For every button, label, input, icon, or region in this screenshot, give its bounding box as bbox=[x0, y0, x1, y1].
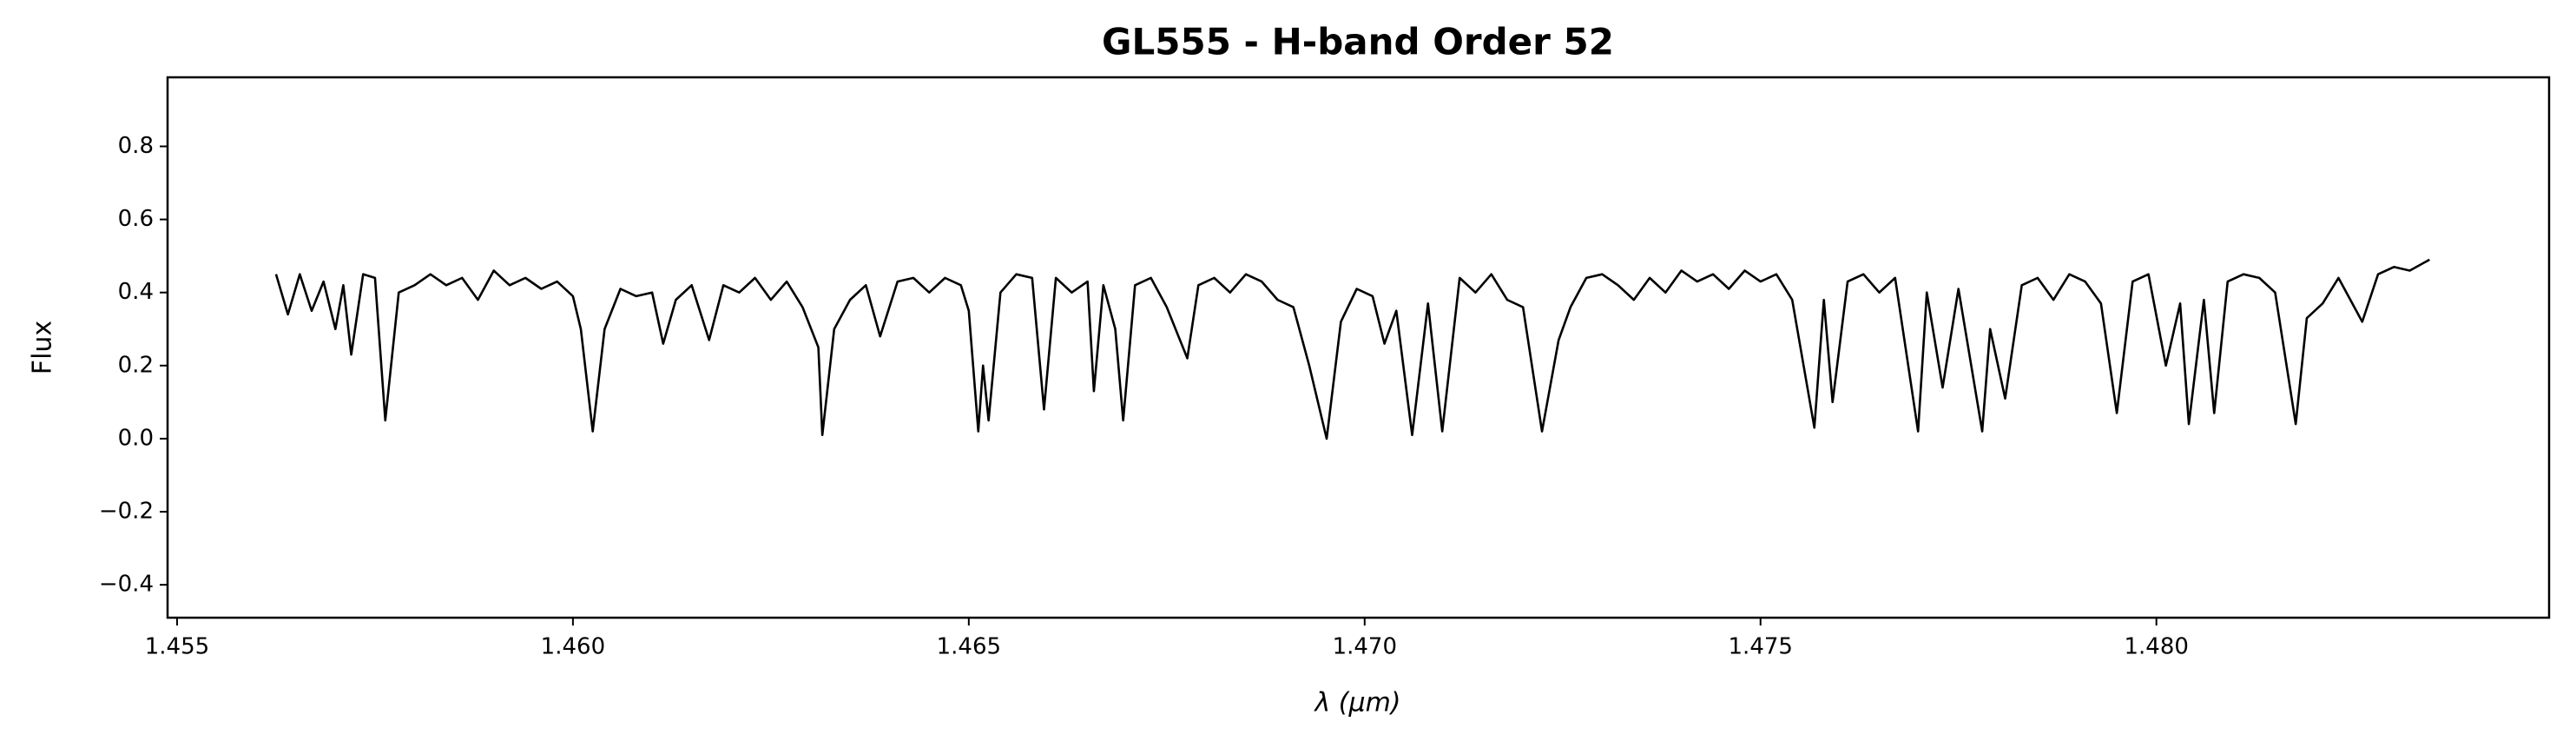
y-axis-label: Flux bbox=[28, 321, 58, 374]
y-tick-label: 0.2 bbox=[118, 352, 154, 378]
x-tick-label: 1.475 bbox=[1729, 634, 1793, 660]
plot-frame bbox=[166, 76, 2551, 619]
y-tick-label: −0.2 bbox=[99, 499, 154, 525]
spectrum-line bbox=[274, 258, 2430, 440]
chart-title: GL555 - H-band Order 52 bbox=[1102, 21, 1614, 63]
y-tick-label: 0.6 bbox=[118, 206, 154, 232]
y-tick-label: 0.8 bbox=[118, 133, 154, 159]
y-tick-label: 0.0 bbox=[118, 425, 154, 451]
y-tick-label: −0.4 bbox=[99, 572, 154, 598]
x-tick-label: 1.465 bbox=[937, 634, 1001, 660]
x-tick-label: 1.460 bbox=[541, 634, 605, 660]
x-axis-label: λ (μm) bbox=[1313, 688, 1400, 718]
x-tick-label: 1.480 bbox=[2124, 634, 2188, 660]
x-tick-label: 1.455 bbox=[145, 634, 209, 660]
x-tick-label: 1.470 bbox=[1333, 634, 1397, 660]
y-tick-label: 0.4 bbox=[118, 279, 154, 305]
